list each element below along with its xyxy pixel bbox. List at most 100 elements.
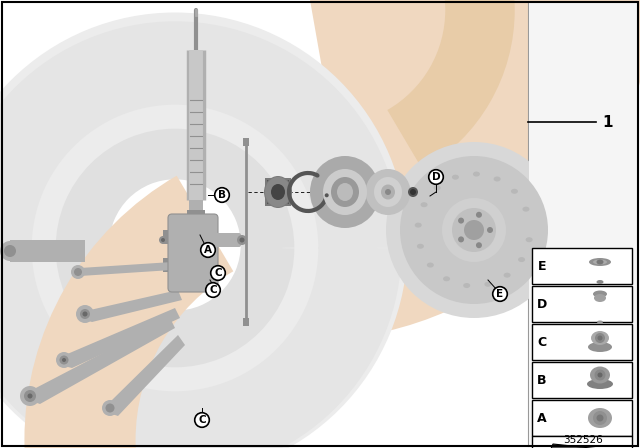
Ellipse shape bbox=[102, 400, 118, 416]
Ellipse shape bbox=[365, 169, 410, 215]
Bar bbox=[265, 178, 291, 206]
Circle shape bbox=[442, 198, 506, 262]
Ellipse shape bbox=[590, 366, 610, 383]
Ellipse shape bbox=[591, 331, 609, 345]
Ellipse shape bbox=[71, 265, 85, 279]
Circle shape bbox=[386, 142, 562, 318]
Bar bbox=[596, 270, 604, 282]
Ellipse shape bbox=[415, 223, 422, 228]
Ellipse shape bbox=[588, 342, 612, 352]
Polygon shape bbox=[106, 335, 185, 416]
Ellipse shape bbox=[443, 276, 450, 281]
Circle shape bbox=[452, 208, 496, 252]
Ellipse shape bbox=[452, 175, 459, 180]
Circle shape bbox=[324, 193, 329, 197]
Ellipse shape bbox=[60, 356, 68, 365]
Circle shape bbox=[458, 218, 464, 224]
Polygon shape bbox=[547, 444, 609, 448]
Ellipse shape bbox=[28, 393, 33, 399]
Circle shape bbox=[161, 238, 165, 242]
Bar bbox=[597, 302, 603, 322]
Text: B: B bbox=[537, 374, 547, 387]
Bar bbox=[10, 240, 85, 262]
Ellipse shape bbox=[0, 241, 20, 261]
Bar bbox=[189, 190, 203, 215]
Text: A: A bbox=[204, 245, 212, 255]
Ellipse shape bbox=[74, 268, 82, 276]
Ellipse shape bbox=[4, 245, 16, 257]
Ellipse shape bbox=[337, 183, 353, 201]
Circle shape bbox=[458, 237, 464, 242]
Ellipse shape bbox=[274, 187, 282, 197]
Ellipse shape bbox=[24, 390, 36, 402]
Ellipse shape bbox=[420, 202, 428, 207]
Ellipse shape bbox=[80, 309, 90, 319]
Text: 1: 1 bbox=[603, 115, 613, 129]
Ellipse shape bbox=[76, 305, 94, 323]
Ellipse shape bbox=[433, 185, 440, 190]
Circle shape bbox=[239, 237, 244, 242]
Ellipse shape bbox=[484, 282, 492, 287]
Ellipse shape bbox=[182, 237, 204, 267]
Ellipse shape bbox=[598, 336, 602, 340]
Ellipse shape bbox=[265, 177, 291, 207]
Ellipse shape bbox=[597, 320, 603, 323]
Text: E: E bbox=[538, 259, 547, 272]
Ellipse shape bbox=[596, 259, 604, 264]
Ellipse shape bbox=[408, 187, 418, 197]
FancyBboxPatch shape bbox=[212, 233, 241, 247]
Bar bbox=[532, 436, 632, 448]
Ellipse shape bbox=[323, 169, 367, 215]
Circle shape bbox=[316, 173, 319, 177]
Text: D: D bbox=[537, 297, 547, 310]
Text: A: A bbox=[537, 412, 547, 425]
Text: C: C bbox=[198, 415, 206, 425]
Bar bbox=[163, 230, 175, 244]
Bar bbox=[187, 210, 205, 218]
Polygon shape bbox=[28, 318, 175, 404]
Ellipse shape bbox=[473, 172, 480, 177]
Ellipse shape bbox=[106, 404, 115, 413]
Ellipse shape bbox=[511, 189, 518, 194]
Ellipse shape bbox=[595, 333, 605, 343]
Circle shape bbox=[237, 235, 247, 245]
Text: D: D bbox=[432, 172, 440, 182]
Ellipse shape bbox=[593, 411, 607, 425]
Ellipse shape bbox=[594, 294, 606, 302]
Wedge shape bbox=[310, 0, 640, 335]
Circle shape bbox=[400, 156, 548, 304]
Ellipse shape bbox=[593, 259, 607, 264]
Bar bbox=[532, 248, 632, 284]
Bar bbox=[243, 318, 249, 326]
Ellipse shape bbox=[374, 177, 402, 207]
Ellipse shape bbox=[596, 414, 604, 422]
Ellipse shape bbox=[310, 156, 380, 228]
Ellipse shape bbox=[522, 207, 529, 211]
Bar bbox=[243, 138, 249, 146]
Ellipse shape bbox=[417, 244, 424, 249]
Ellipse shape bbox=[331, 177, 359, 207]
Ellipse shape bbox=[385, 189, 391, 195]
Text: B: B bbox=[218, 190, 226, 200]
Ellipse shape bbox=[20, 386, 40, 406]
Ellipse shape bbox=[598, 372, 602, 378]
Bar bbox=[267, 180, 289, 204]
Ellipse shape bbox=[589, 258, 611, 266]
Ellipse shape bbox=[56, 352, 72, 368]
FancyBboxPatch shape bbox=[168, 214, 218, 292]
Text: C: C bbox=[209, 285, 217, 295]
Text: C: C bbox=[538, 336, 547, 349]
Circle shape bbox=[476, 212, 482, 218]
Ellipse shape bbox=[518, 257, 525, 262]
Text: E: E bbox=[497, 289, 504, 299]
Ellipse shape bbox=[271, 184, 285, 200]
Text: C: C bbox=[214, 268, 222, 278]
Ellipse shape bbox=[410, 189, 416, 195]
Bar bbox=[532, 362, 632, 398]
Bar bbox=[529, 2, 638, 446]
Bar bbox=[178, 225, 208, 280]
Ellipse shape bbox=[493, 177, 500, 181]
Ellipse shape bbox=[596, 280, 604, 284]
Bar bbox=[532, 286, 632, 322]
Bar bbox=[532, 324, 632, 360]
